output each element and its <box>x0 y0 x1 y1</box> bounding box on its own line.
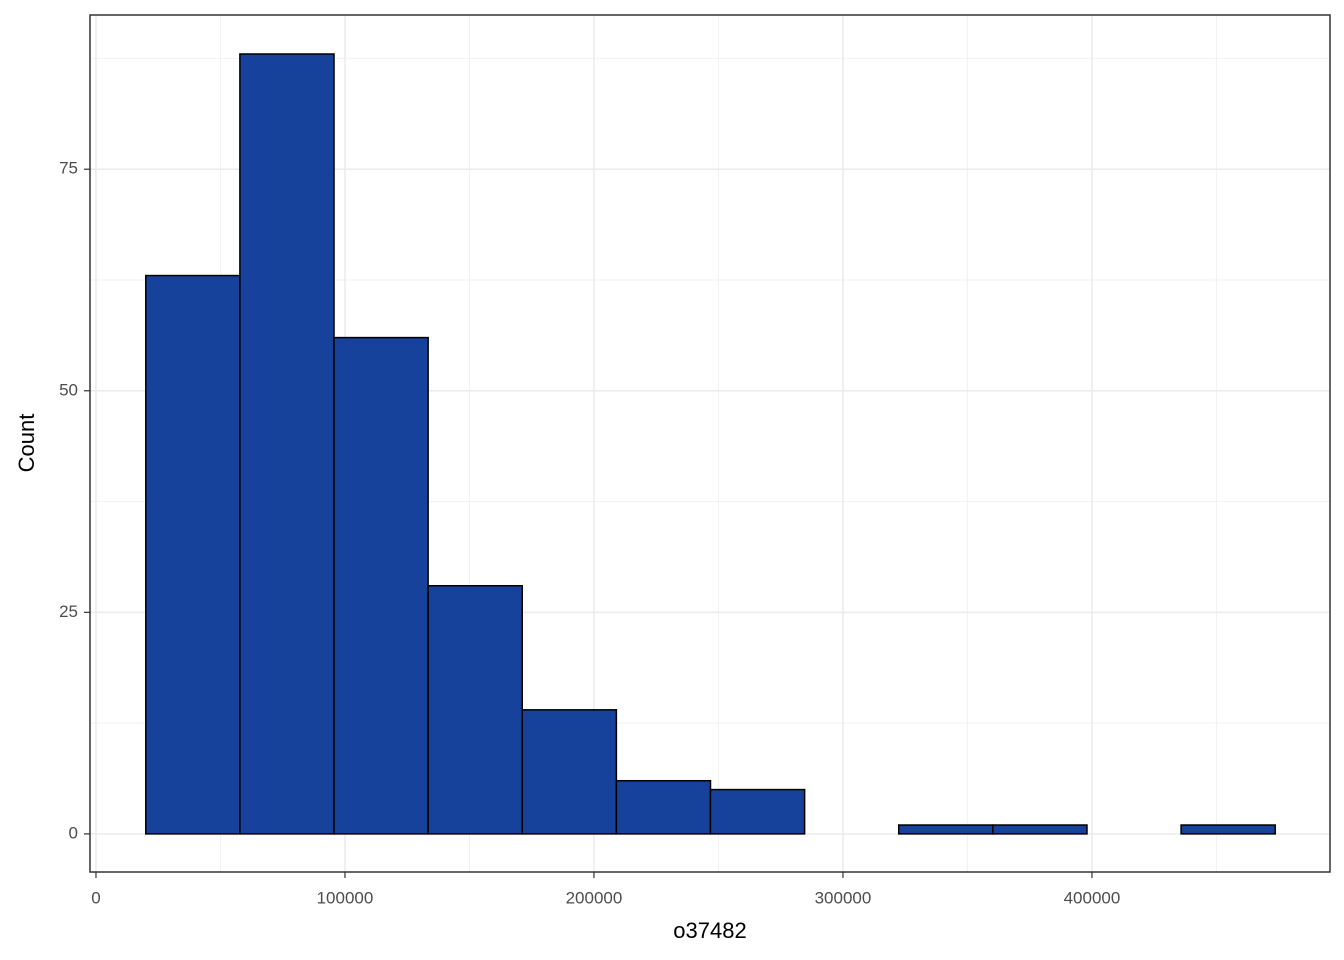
bar <box>145 274 241 835</box>
bar <box>897 824 994 835</box>
x-tick-label: 400000 <box>1064 888 1121 907</box>
bar <box>333 336 429 835</box>
x-tick-label: 300000 <box>815 888 872 907</box>
bar <box>521 709 618 835</box>
y-tick-label: 50 <box>59 380 78 399</box>
x-tick-label: 100000 <box>317 888 374 907</box>
bar <box>239 53 335 835</box>
x-axis-title: o37482 <box>673 918 746 943</box>
bar <box>427 584 524 835</box>
y-axis-title: Count <box>14 414 39 473</box>
bar <box>709 788 806 835</box>
x-tick-label: 200000 <box>566 888 623 907</box>
bar <box>992 824 1088 835</box>
plot-border <box>89 14 1331 873</box>
x-tick-label: 0 <box>91 888 100 907</box>
bar <box>615 779 712 835</box>
y-tick-label: 0 <box>69 823 78 842</box>
y-tick-label: 25 <box>59 602 78 621</box>
y-tick-label: 75 <box>59 159 78 178</box>
bar <box>1180 824 1276 835</box>
